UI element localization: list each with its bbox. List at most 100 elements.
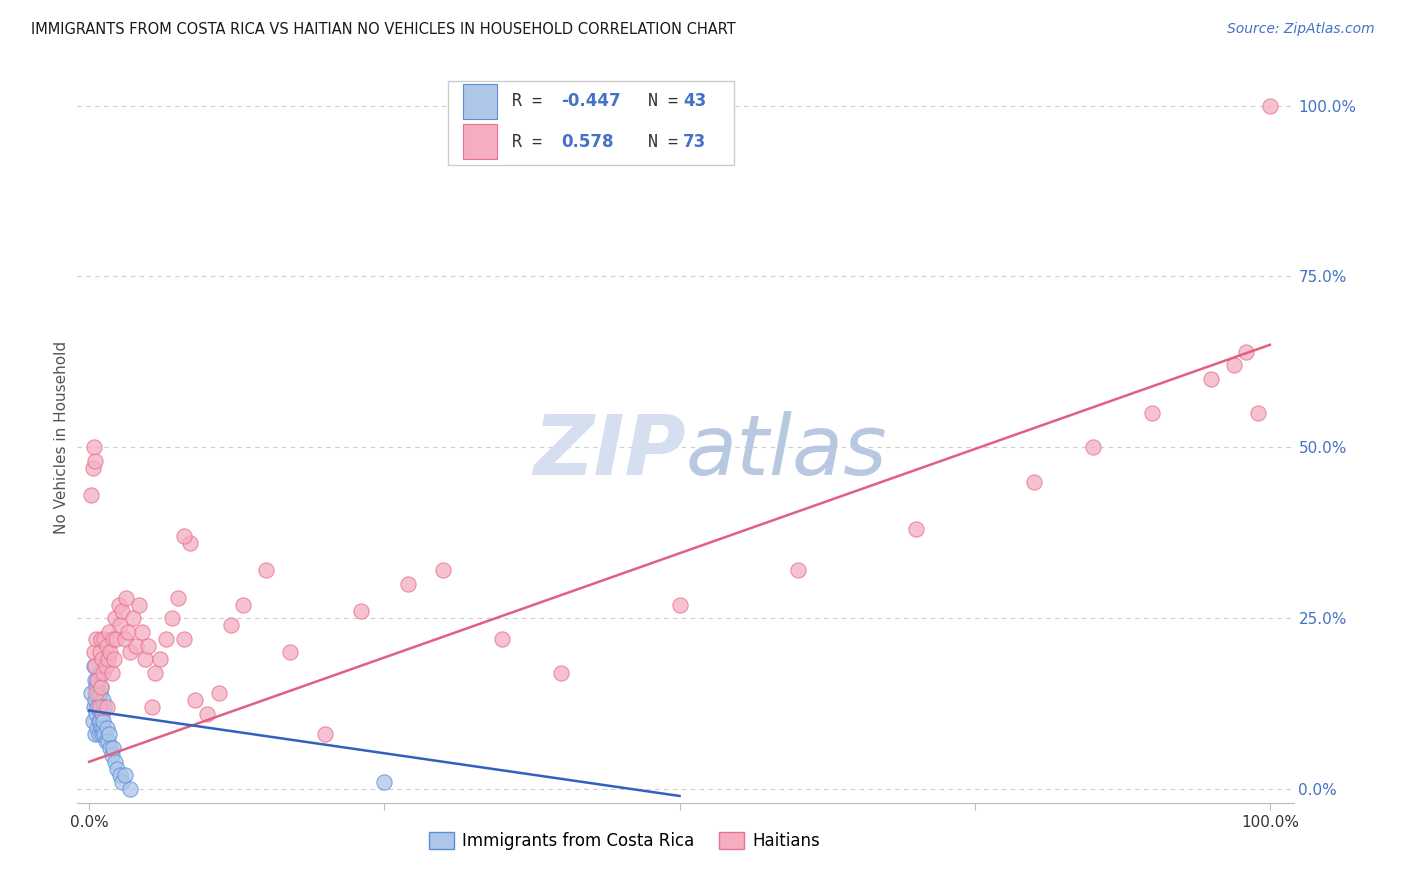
Point — [84, 680, 107, 694]
Point — [93, 632, 115, 646]
Point — [98, 624, 121, 639]
Point — [105, 632, 128, 646]
Point — [134, 652, 156, 666]
Point — [87, 714, 110, 728]
Point — [107, 598, 129, 612]
Point — [90, 632, 112, 646]
Text: 0.578: 0.578 — [561, 133, 614, 151]
Point — [83, 700, 105, 714]
Point — [90, 721, 112, 735]
Point — [84, 673, 107, 687]
Point — [80, 488, 103, 502]
Point — [84, 706, 107, 721]
Point — [1234, 344, 1257, 359]
Point — [80, 686, 103, 700]
FancyBboxPatch shape — [463, 124, 496, 159]
Point — [668, 598, 690, 612]
Point — [149, 652, 172, 666]
Point — [1022, 475, 1045, 489]
Point — [173, 632, 195, 646]
Point — [90, 680, 112, 694]
Point — [1223, 359, 1246, 373]
Point — [373, 775, 395, 789]
Point — [89, 714, 111, 728]
Point — [114, 768, 136, 782]
Point — [1081, 440, 1104, 454]
Point — [108, 768, 131, 782]
Point — [96, 700, 118, 714]
Point — [155, 632, 177, 646]
Point — [173, 529, 195, 543]
Point — [195, 706, 218, 721]
Point — [89, 686, 111, 700]
Text: -0.447: -0.447 — [561, 92, 621, 110]
Point — [84, 686, 107, 700]
Text: atlas: atlas — [686, 411, 887, 492]
Text: 73: 73 — [683, 133, 706, 151]
Point — [93, 700, 115, 714]
Point — [91, 721, 114, 735]
Text: N =: N = — [628, 92, 689, 110]
Point — [94, 659, 117, 673]
Point — [89, 665, 111, 680]
Point — [91, 727, 114, 741]
Point — [114, 632, 136, 646]
Point — [100, 747, 122, 762]
Point — [1258, 98, 1281, 112]
Point — [179, 536, 201, 550]
Point — [82, 460, 104, 475]
Point — [128, 598, 150, 612]
Point — [254, 563, 277, 577]
Point — [91, 652, 114, 666]
Point — [104, 611, 127, 625]
Point — [143, 665, 166, 680]
Point — [94, 734, 117, 748]
Point — [86, 700, 108, 714]
Text: R =: R = — [512, 92, 551, 110]
Point — [86, 673, 108, 687]
Point — [491, 632, 513, 646]
Point — [83, 659, 105, 673]
Point — [90, 680, 112, 694]
Point — [87, 727, 110, 741]
Point — [160, 611, 183, 625]
Point — [219, 618, 242, 632]
Point — [84, 632, 107, 646]
Point — [84, 659, 107, 673]
FancyBboxPatch shape — [449, 81, 734, 165]
Point — [184, 693, 207, 707]
Point — [97, 652, 120, 666]
Point — [91, 693, 114, 707]
Point — [82, 714, 104, 728]
Point — [89, 700, 111, 714]
Point — [84, 727, 107, 741]
Point — [101, 741, 124, 756]
Text: 43: 43 — [683, 92, 706, 110]
Point — [350, 604, 373, 618]
Point — [107, 762, 129, 776]
Point — [91, 706, 114, 721]
Point — [120, 782, 142, 797]
Text: Source: ZipAtlas.com: Source: ZipAtlas.com — [1227, 22, 1375, 37]
Point — [87, 700, 110, 714]
Point — [93, 727, 115, 741]
Point — [96, 639, 118, 653]
Y-axis label: No Vehicles in Household: No Vehicles in Household — [53, 341, 69, 533]
Text: R =: R = — [512, 133, 561, 151]
Point — [120, 645, 142, 659]
Point — [166, 591, 188, 605]
Point — [101, 632, 124, 646]
Point — [550, 665, 572, 680]
Point — [111, 775, 134, 789]
Point — [121, 611, 143, 625]
Point — [84, 454, 107, 468]
Point — [396, 577, 419, 591]
Point — [432, 563, 454, 577]
Point — [232, 598, 254, 612]
Point — [87, 686, 110, 700]
Point — [1140, 406, 1163, 420]
Point — [84, 693, 107, 707]
FancyBboxPatch shape — [463, 84, 496, 119]
Point — [117, 624, 139, 639]
Point — [114, 591, 136, 605]
